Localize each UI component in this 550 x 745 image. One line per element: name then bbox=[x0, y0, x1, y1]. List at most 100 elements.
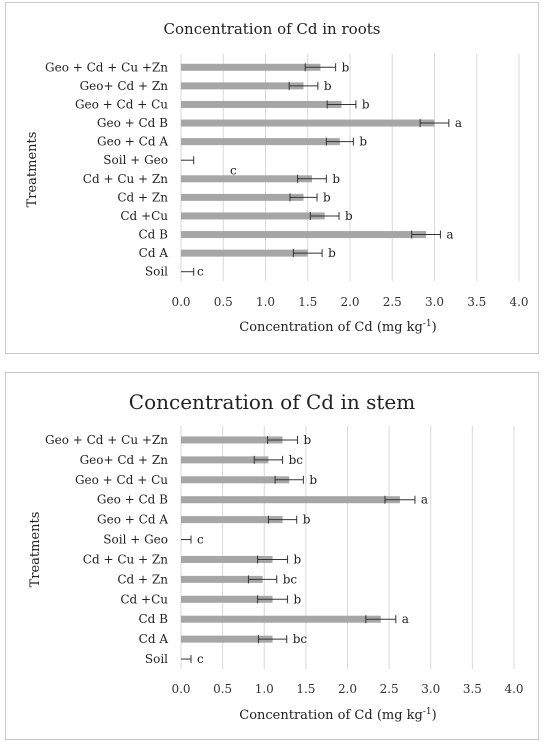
error-bar bbox=[181, 655, 192, 664]
significance-label: b bbox=[332, 172, 340, 186]
category-label: Soil bbox=[145, 652, 168, 666]
significance-label: b bbox=[362, 97, 370, 111]
bar bbox=[181, 476, 290, 484]
significance-label: b bbox=[345, 209, 353, 223]
error-bar bbox=[309, 211, 340, 220]
significance-label: c bbox=[197, 265, 204, 279]
error-bar bbox=[257, 635, 288, 644]
bar bbox=[181, 615, 381, 623]
category-label: Cd A bbox=[139, 632, 169, 646]
bar bbox=[181, 100, 342, 108]
x-tick-label: 2.5 bbox=[383, 295, 402, 309]
bar bbox=[181, 456, 269, 464]
significance-label: a bbox=[455, 116, 462, 130]
error-bar bbox=[304, 63, 337, 72]
significance-label: c bbox=[230, 163, 237, 177]
significance-label: b bbox=[294, 592, 302, 606]
x-tick-label: 0.0 bbox=[171, 295, 190, 309]
category-label: Cd +Cu bbox=[120, 592, 168, 606]
significance-label: b bbox=[294, 552, 302, 566]
error-bar bbox=[292, 249, 323, 258]
bar bbox=[181, 516, 283, 524]
x-tick-label: 0.5 bbox=[213, 682, 232, 696]
significance-label: bc bbox=[293, 632, 308, 646]
category-label: Geo + Cd + Cu +Zn bbox=[45, 60, 168, 74]
error-bar bbox=[411, 230, 441, 239]
error-bar bbox=[325, 137, 354, 146]
x-tick-label: 3.0 bbox=[425, 295, 444, 309]
x-axis-label: Concentration of Cd (mg kg-1) bbox=[239, 707, 436, 723]
bar bbox=[181, 175, 312, 183]
significance-label: a bbox=[446, 228, 453, 242]
bar bbox=[181, 555, 273, 563]
category-label: Geo + Cd + Cu bbox=[75, 473, 168, 487]
category-label: Geo + Cd B bbox=[97, 116, 168, 130]
x-tick-label: 2.5 bbox=[380, 682, 399, 696]
bar bbox=[181, 231, 427, 239]
error-bar bbox=[253, 455, 284, 464]
significance-label: b bbox=[304, 433, 312, 447]
error-bar bbox=[257, 595, 289, 604]
error-bar bbox=[289, 193, 318, 202]
x-tick-label: 1.5 bbox=[296, 682, 315, 696]
category-label: Cd A bbox=[139, 246, 169, 260]
bar bbox=[181, 635, 273, 643]
significance-label: b bbox=[324, 79, 332, 93]
bar bbox=[181, 119, 435, 127]
x-tick-label: 4.0 bbox=[504, 682, 523, 696]
error-bar bbox=[365, 615, 397, 624]
x-tick-label: 4.0 bbox=[509, 295, 528, 309]
significance-label: b bbox=[342, 60, 350, 74]
category-label: Cd + Zn bbox=[117, 190, 168, 204]
x-tick-label: 1.0 bbox=[256, 295, 275, 309]
significance-label: c bbox=[197, 533, 204, 547]
y-axis-label: Treatments bbox=[25, 132, 40, 208]
error-bar bbox=[384, 495, 416, 504]
bar bbox=[181, 595, 273, 603]
x-tick-label: 2.0 bbox=[338, 682, 357, 696]
significance-label: bc bbox=[289, 453, 304, 467]
category-label: Soil + Geo bbox=[103, 153, 168, 167]
significance-label: a bbox=[421, 493, 428, 507]
significance-label: b bbox=[323, 190, 331, 204]
x-tick-label: 2.0 bbox=[340, 295, 359, 309]
category-label: Geo + Cd + Cu bbox=[75, 97, 168, 111]
bar bbox=[181, 249, 308, 257]
chart-title: Concentration of Cd in stem bbox=[129, 390, 415, 414]
x-tick-label: 3.0 bbox=[421, 682, 440, 696]
category-label: Cd + Cu + Zn bbox=[83, 552, 168, 566]
error-bar bbox=[267, 435, 299, 444]
bar bbox=[181, 193, 304, 201]
category-label: Cd B bbox=[139, 228, 169, 242]
bar bbox=[181, 63, 321, 71]
significance-label: c bbox=[197, 652, 204, 666]
significance-label: b bbox=[309, 473, 317, 487]
category-label: Geo+ Cd + Zn bbox=[80, 453, 169, 467]
significance-label: b bbox=[303, 513, 311, 527]
y-axis-label: Treatments bbox=[28, 512, 43, 588]
category-label: Geo + Cd A bbox=[97, 513, 168, 527]
error-bar bbox=[274, 475, 304, 484]
significance-label: bc bbox=[283, 572, 298, 586]
significance-label: a bbox=[402, 612, 409, 626]
chart-stem: Concentration of Cd in stem 0.0 0.5 1.0 1.5 2… bbox=[28, 390, 524, 723]
error-bar bbox=[257, 555, 289, 564]
category-label: Cd +Cu bbox=[120, 209, 168, 223]
chart-roots: Concentration of Cd in roots 0.0 0.5 1.0 1.5… bbox=[25, 20, 529, 335]
significance-label: b bbox=[328, 246, 336, 260]
error-bar bbox=[247, 575, 278, 584]
category-label: Soil bbox=[145, 265, 168, 279]
x-tick-label: 0.5 bbox=[214, 295, 233, 309]
error-bar bbox=[181, 267, 195, 276]
error-bar bbox=[288, 81, 319, 90]
bar bbox=[181, 436, 283, 444]
x-tick-label: 3.5 bbox=[467, 295, 486, 309]
category-label: Soil + Geo bbox=[103, 533, 168, 547]
error-bar bbox=[297, 174, 327, 183]
x-tick-label: 0.0 bbox=[171, 682, 190, 696]
error-bar bbox=[181, 535, 192, 544]
bar bbox=[181, 212, 325, 220]
x-tick-label: 1.5 bbox=[298, 295, 317, 309]
chart-panel-roots: Concentration of Cd in roots 0.0 0.5 1.0 1.5… bbox=[5, 2, 539, 354]
x-axis-label: Concentration of Cd (mg kg-1) bbox=[239, 319, 436, 335]
